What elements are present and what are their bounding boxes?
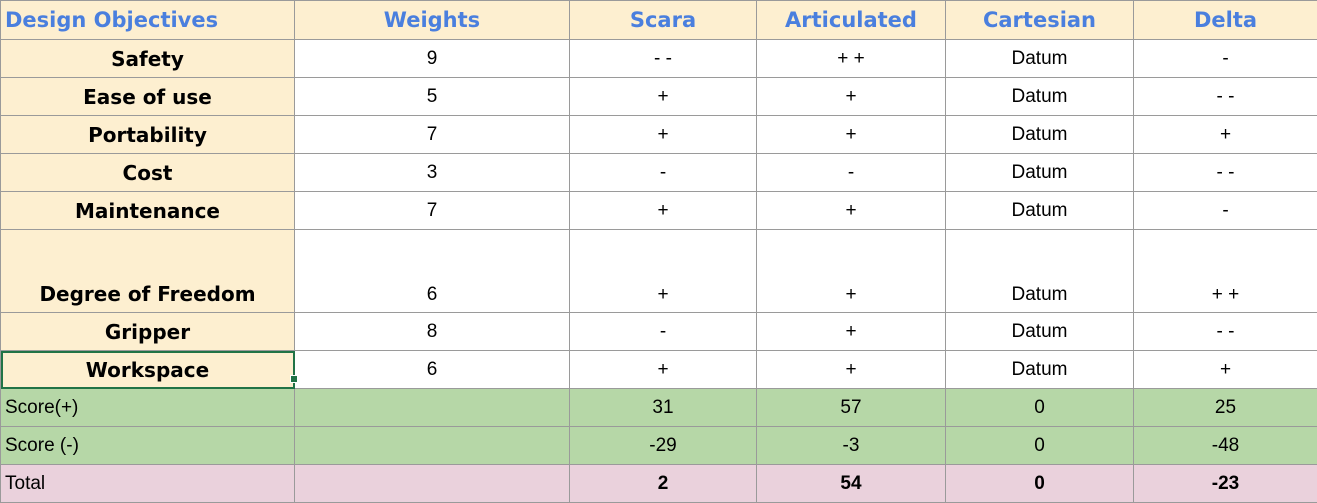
articulated-cell[interactable]: +	[757, 192, 946, 230]
table-row: Safety 9 - - + + Datum -	[1, 40, 1317, 78]
cartesian-cell[interactable]: Datum	[946, 116, 1134, 154]
weight-cell[interactable]: 7	[295, 192, 570, 230]
cartesian-cell[interactable]: Datum	[946, 154, 1134, 192]
scara-cell[interactable]: +	[570, 351, 757, 389]
objective-name-cell[interactable]: Ease of use	[1, 78, 295, 116]
fill-handle[interactable]	[290, 375, 298, 383]
cartesian-score-plus[interactable]: 0	[946, 389, 1134, 427]
weight-cell[interactable]: 9	[295, 40, 570, 78]
header-weights[interactable]: Weights	[295, 1, 570, 40]
weight-cell[interactable]: 8	[295, 313, 570, 351]
objective-name-cell[interactable]: Cost	[1, 154, 295, 192]
scara-cell[interactable]: +	[570, 78, 757, 116]
scara-score-minus[interactable]: -29	[570, 427, 757, 465]
scara-cell[interactable]: +	[570, 192, 757, 230]
header-scara[interactable]: Scara	[570, 1, 757, 40]
score-plus-row: Score(+) 31 57 0 25	[1, 389, 1317, 427]
score-minus-row: Score (-) -29 -3 0 -48	[1, 427, 1317, 465]
delta-cell[interactable]: + +	[1134, 230, 1317, 313]
weight-cell[interactable]: 3	[295, 154, 570, 192]
scara-score-plus[interactable]: 31	[570, 389, 757, 427]
table-row: Portability 7 + + Datum +	[1, 116, 1317, 154]
articulated-score-plus[interactable]: 57	[757, 389, 946, 427]
scara-cell[interactable]: +	[570, 116, 757, 154]
cartesian-cell[interactable]: Datum	[946, 192, 1134, 230]
scara-cell[interactable]: -	[570, 313, 757, 351]
score-minus-label[interactable]: Score (-)	[1, 427, 295, 465]
delta-cell[interactable]: -	[1134, 40, 1317, 78]
cartesian-cell[interactable]: Datum	[946, 78, 1134, 116]
delta-score-minus[interactable]: -48	[1134, 427, 1317, 465]
objective-name-cell[interactable]: Degree of Freedom	[1, 230, 295, 313]
articulated-cell[interactable]: + +	[757, 40, 946, 78]
delta-cell[interactable]: +	[1134, 116, 1317, 154]
weight-cell[interactable]: 7	[295, 116, 570, 154]
delta-cell[interactable]: - -	[1134, 78, 1317, 116]
header-cartesian[interactable]: Cartesian	[946, 1, 1134, 40]
empty-cell[interactable]	[295, 389, 570, 427]
table-row: Maintenance 7 + + Datum -	[1, 192, 1317, 230]
delta-cell[interactable]: - -	[1134, 154, 1317, 192]
selected-cell[interactable]: Workspace	[1, 351, 295, 389]
header-row: Design Objectives Weights Scara Articula…	[1, 1, 1317, 40]
delta-cell[interactable]: -	[1134, 192, 1317, 230]
scara-cell[interactable]: - -	[570, 40, 757, 78]
weight-cell[interactable]: 6	[295, 230, 570, 313]
weight-cell[interactable]: 6	[295, 351, 570, 389]
objective-name-cell[interactable]: Maintenance	[1, 192, 295, 230]
table-row: Ease of use 5 + + Datum - -	[1, 78, 1317, 116]
table-row: Gripper 8 - + Datum - -	[1, 313, 1317, 351]
objective-name-cell[interactable]: Safety	[1, 40, 295, 78]
scara-cell[interactable]: -	[570, 154, 757, 192]
articulated-cell[interactable]: +	[757, 230, 946, 313]
empty-cell[interactable]	[295, 427, 570, 465]
table-row: Cost 3 - - Datum - -	[1, 154, 1317, 192]
table-row: Degree of Freedom 6 + + Datum + +	[1, 230, 1317, 313]
articulated-cell[interactable]: +	[757, 313, 946, 351]
articulated-cell[interactable]: +	[757, 351, 946, 389]
header-delta[interactable]: Delta	[1134, 1, 1317, 40]
articulated-cell[interactable]: +	[757, 78, 946, 116]
scara-cell[interactable]: +	[570, 230, 757, 313]
objective-name-cell[interactable]: Gripper	[1, 313, 295, 351]
cartesian-cell[interactable]: Datum	[946, 40, 1134, 78]
header-design-objectives[interactable]: Design Objectives	[1, 1, 295, 40]
delta-cell[interactable]: - -	[1134, 313, 1317, 351]
header-articulated[interactable]: Articulated	[757, 1, 946, 40]
weight-cell[interactable]: 5	[295, 78, 570, 116]
cartesian-cell[interactable]: Datum	[946, 313, 1134, 351]
articulated-score-minus[interactable]: -3	[757, 427, 946, 465]
articulated-cell[interactable]: -	[757, 154, 946, 192]
cartesian-score-minus[interactable]: 0	[946, 427, 1134, 465]
objective-name-cell[interactable]: Portability	[1, 116, 295, 154]
articulated-cell[interactable]: +	[757, 116, 946, 154]
cartesian-cell[interactable]: Datum	[946, 230, 1134, 313]
delta-score-plus[interactable]: 25	[1134, 389, 1317, 427]
cartesian-cell[interactable]: Datum	[946, 351, 1134, 389]
table-row: Workspace 6 + + Datum +	[1, 351, 1317, 389]
score-plus-label[interactable]: Score(+)	[1, 389, 295, 427]
delta-cell[interactable]: +	[1134, 351, 1317, 389]
